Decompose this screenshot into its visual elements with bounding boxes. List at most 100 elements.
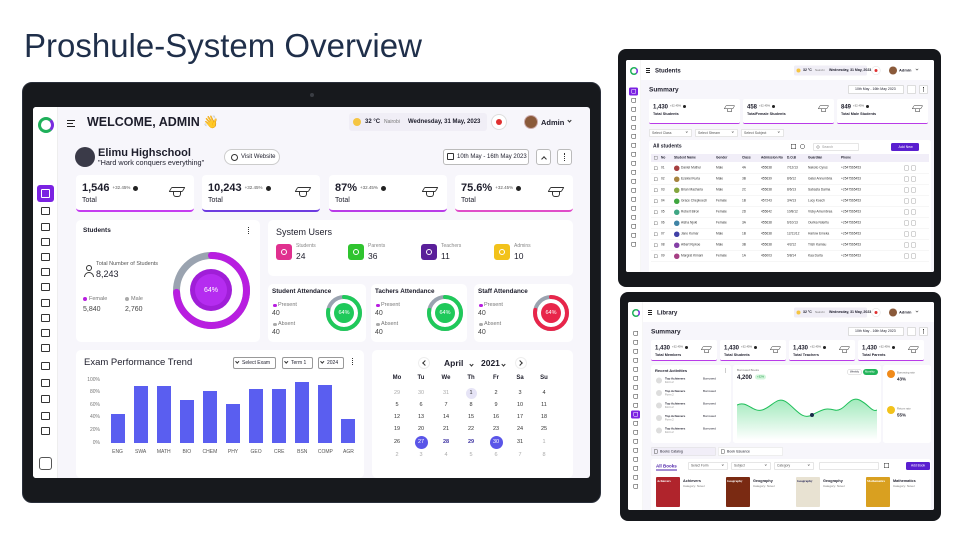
day[interactable]: 8 <box>469 402 473 408</box>
day[interactable]: 22 <box>467 426 475 432</box>
day[interactable]: 30 <box>492 439 500 445</box>
day[interactable]: 4 <box>542 390 546 396</box>
filter-select[interactable] <box>649 129 692 137</box>
day[interactable]: 3 <box>518 390 522 396</box>
row-action[interactable] <box>904 209 909 215</box>
day[interactable]: 12 <box>393 414 401 420</box>
day[interactable]: 13 <box>417 414 425 420</box>
search-text[interactable]: Search <box>822 145 834 150</box>
day[interactable]: 18 <box>540 414 548 420</box>
day[interactable]: 30 <box>417 390 425 396</box>
row-action[interactable] <box>904 253 909 259</box>
day[interactable]: 26 <box>393 439 401 445</box>
search-box[interactable] <box>813 143 859 151</box>
day[interactable]: 2 <box>494 390 498 396</box>
tab-text[interactable]: Weekly <box>850 370 859 374</box>
day[interactable]: 25 <box>540 426 548 432</box>
row-action[interactable] <box>911 165 916 171</box>
range-text[interactable]: 10th May - 16th May 2023 <box>855 87 896 92</box>
range-button[interactable] <box>848 327 904 336</box>
section-tab[interactable] <box>651 447 716 456</box>
row-action[interactable] <box>911 231 916 237</box>
day[interactable]: 20 <box>417 426 425 432</box>
day[interactable]: 10 <box>516 402 524 408</box>
day[interactable]: 29 <box>467 439 475 445</box>
filter-select[interactable] <box>774 462 814 470</box>
row-action[interactable] <box>911 242 916 248</box>
day[interactable]: 11 <box>541 402 547 408</box>
day[interactable]: 5 <box>469 452 473 458</box>
tab-text[interactable]: Monthly <box>865 370 875 374</box>
row-action[interactable] <box>911 176 916 182</box>
filter-text[interactable]: Category <box>777 464 791 468</box>
collapse-button[interactable] <box>907 327 916 336</box>
range-button[interactable] <box>848 85 904 94</box>
day[interactable]: 15 <box>467 414 475 420</box>
day[interactable]: 27 <box>417 439 425 445</box>
search-box[interactable] <box>819 462 879 470</box>
row-action[interactable] <box>904 220 909 226</box>
section-tab-text[interactable]: Book Issuance <box>727 450 750 454</box>
day[interactable]: 7 <box>444 402 448 408</box>
row-action[interactable] <box>911 209 916 215</box>
add-button[interactable] <box>891 143 919 151</box>
section-tab-text[interactable]: Books Catalog <box>660 450 683 454</box>
day[interactable]: 5 <box>395 402 399 408</box>
day[interactable]: 16 <box>492 414 500 420</box>
row-action[interactable] <box>911 253 916 259</box>
filter-text[interactable]: 2024 <box>327 359 339 366</box>
filter-text[interactable]: Select Class <box>652 131 672 136</box>
add-button[interactable] <box>906 462 930 470</box>
filter-select[interactable] <box>282 357 313 369</box>
filter-select[interactable] <box>741 129 784 137</box>
filter-select[interactable] <box>318 357 344 369</box>
day[interactable]: 6 <box>419 402 423 408</box>
filter-text[interactable]: Select Form <box>691 464 709 468</box>
row-action[interactable] <box>904 231 909 237</box>
row-action[interactable] <box>904 187 909 193</box>
add-text[interactable]: Add New <box>898 145 913 150</box>
day[interactable]: 19 <box>393 426 401 432</box>
day[interactable]: 6 <box>494 452 498 458</box>
day[interactable]: 29 <box>393 390 401 396</box>
row-action[interactable] <box>904 198 909 204</box>
day[interactable]: 1 <box>542 439 546 445</box>
filter-text[interactable]: Select Stream <box>698 131 720 136</box>
section-tab[interactable] <box>718 447 783 456</box>
row-action[interactable] <box>911 187 916 193</box>
filter-select[interactable] <box>233 357 276 369</box>
day[interactable]: 3 <box>419 452 423 458</box>
day[interactable]: 31 <box>442 390 450 396</box>
filter-select[interactable] <box>695 129 738 137</box>
day[interactable]: 7 <box>518 452 522 458</box>
books-title[interactable]: All Books <box>656 463 677 471</box>
day[interactable]: 31 <box>516 439 524 445</box>
day[interactable]: 28 <box>442 439 450 445</box>
calendar-month[interactable]: April <box>444 358 464 368</box>
tab-active[interactable] <box>863 369 878 375</box>
day[interactable]: 8 <box>542 452 546 458</box>
visit-button[interactable] <box>224 149 280 165</box>
row-action[interactable] <box>911 220 916 226</box>
collapse-button[interactable] <box>907 85 916 94</box>
add-text[interactable]: Add Book <box>911 464 926 468</box>
day[interactable]: 21 <box>442 426 450 432</box>
day[interactable]: 14 <box>442 414 450 420</box>
filter-text[interactable]: Select Subject <box>744 131 767 136</box>
row-action[interactable] <box>911 198 916 204</box>
day[interactable]: 1 <box>469 390 473 396</box>
calendar-year[interactable]: 2021 <box>481 358 500 368</box>
filter-text[interactable]: Subject <box>734 464 745 468</box>
day[interactable]: 4 <box>444 452 448 458</box>
row-action[interactable] <box>904 242 909 248</box>
range-text[interactable]: 10th May - 16th May 2023 <box>457 154 527 160</box>
collapse-button[interactable] <box>536 149 551 165</box>
day[interactable]: 2 <box>395 452 399 458</box>
day[interactable]: 24 <box>516 426 524 432</box>
range-text[interactable]: 10th May - 16th May 2023 <box>855 329 896 334</box>
visit-text[interactable]: Visit Website <box>241 154 276 160</box>
filter-select[interactable] <box>688 462 728 470</box>
filter-text[interactable]: Select Exam <box>242 359 271 366</box>
tab[interactable] <box>847 369 862 375</box>
filter-text[interactable]: Term 1 <box>291 359 307 366</box>
